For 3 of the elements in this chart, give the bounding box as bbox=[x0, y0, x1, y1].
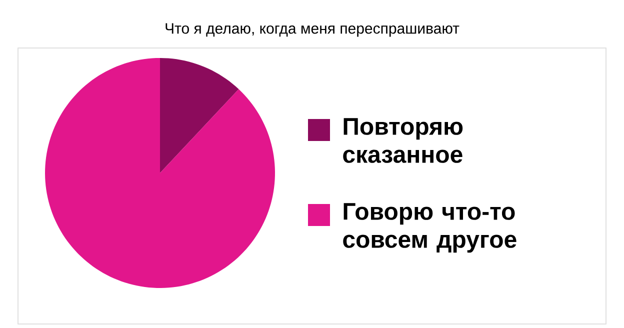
legend-label: Повторяю сказанное bbox=[343, 118, 463, 163]
legend-label: Говорю что-то совсем другое bbox=[343, 203, 516, 253]
chart-title: Что я делаю, когда меня переспрашивают bbox=[166, 23, 460, 37]
